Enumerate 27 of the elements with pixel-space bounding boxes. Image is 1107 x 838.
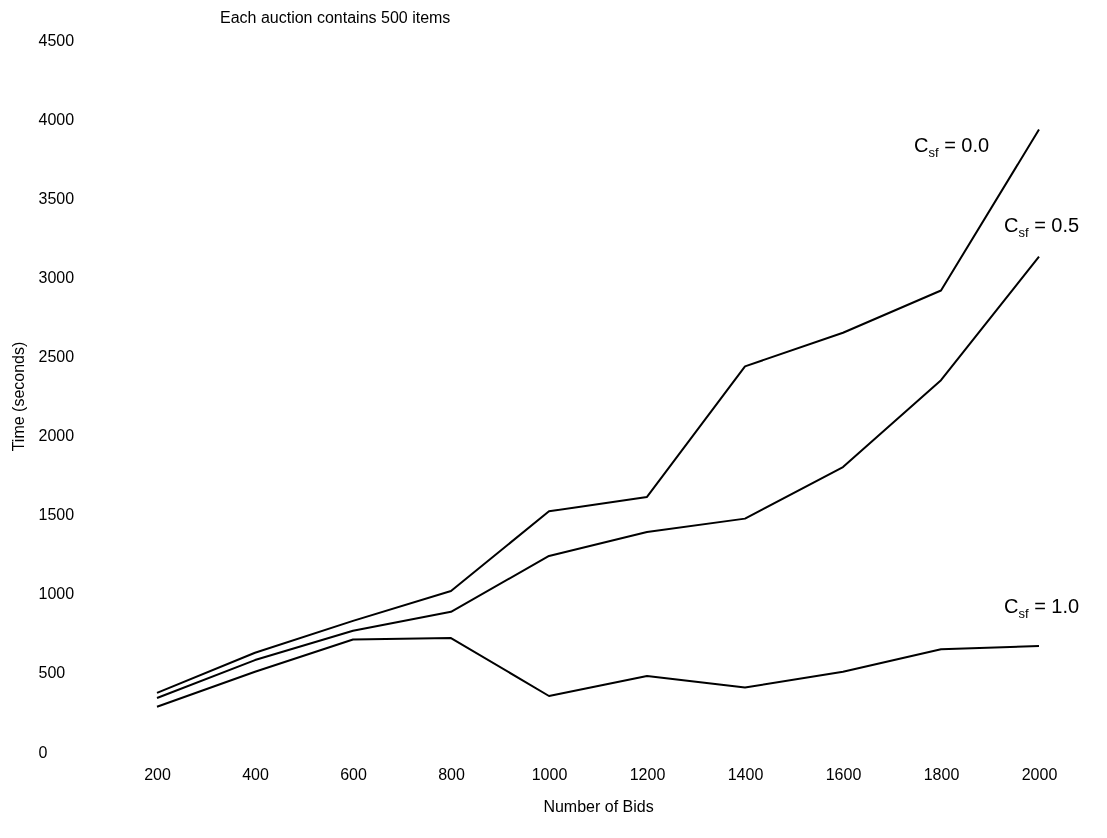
x-tick-label: 800 (438, 765, 465, 783)
series-label: C$_{sf}$ = 1.0 (1004, 594, 1080, 621)
line-series (156, 637, 1040, 708)
x-tick-label: 200 (144, 765, 171, 783)
y-tick-label: 4000 (38, 110, 75, 128)
chart-title: Each auction contains 500 items (220, 9, 451, 26)
y-tick-label: 2000 (38, 427, 75, 445)
x-tick-label: 1200 (629, 765, 666, 783)
x-tick-label: 1000 (531, 765, 568, 783)
x-tick-label: 1400 (727, 765, 764, 783)
x-tick-label: 400 (242, 765, 269, 783)
y-tick-label: 4500 (38, 31, 75, 49)
y-tick-label: 1500 (38, 506, 75, 524)
series-label: C$_{sf}$ = 0.5 (1004, 213, 1080, 240)
y-tick-label: 3000 (38, 268, 75, 286)
y-axis-title: Time (seconds) (9, 341, 27, 452)
y-tick-label: 2500 (38, 347, 75, 365)
y-tick-label: 1000 (38, 585, 75, 603)
x-axis-title: Number of Bids (543, 797, 654, 815)
x-tick-label: 2000 (1021, 765, 1058, 783)
y-tick-label: 500 (38, 664, 66, 682)
y-tick-label: 3500 (38, 189, 75, 207)
x-tick-label: 1800 (923, 765, 960, 783)
x-tick-label: 1600 (825, 765, 862, 783)
y-tick-label: 0 (38, 743, 48, 761)
series-label: C$_{sf}$ = 0.0 (914, 133, 990, 160)
x-tick-label: 600 (340, 765, 367, 783)
